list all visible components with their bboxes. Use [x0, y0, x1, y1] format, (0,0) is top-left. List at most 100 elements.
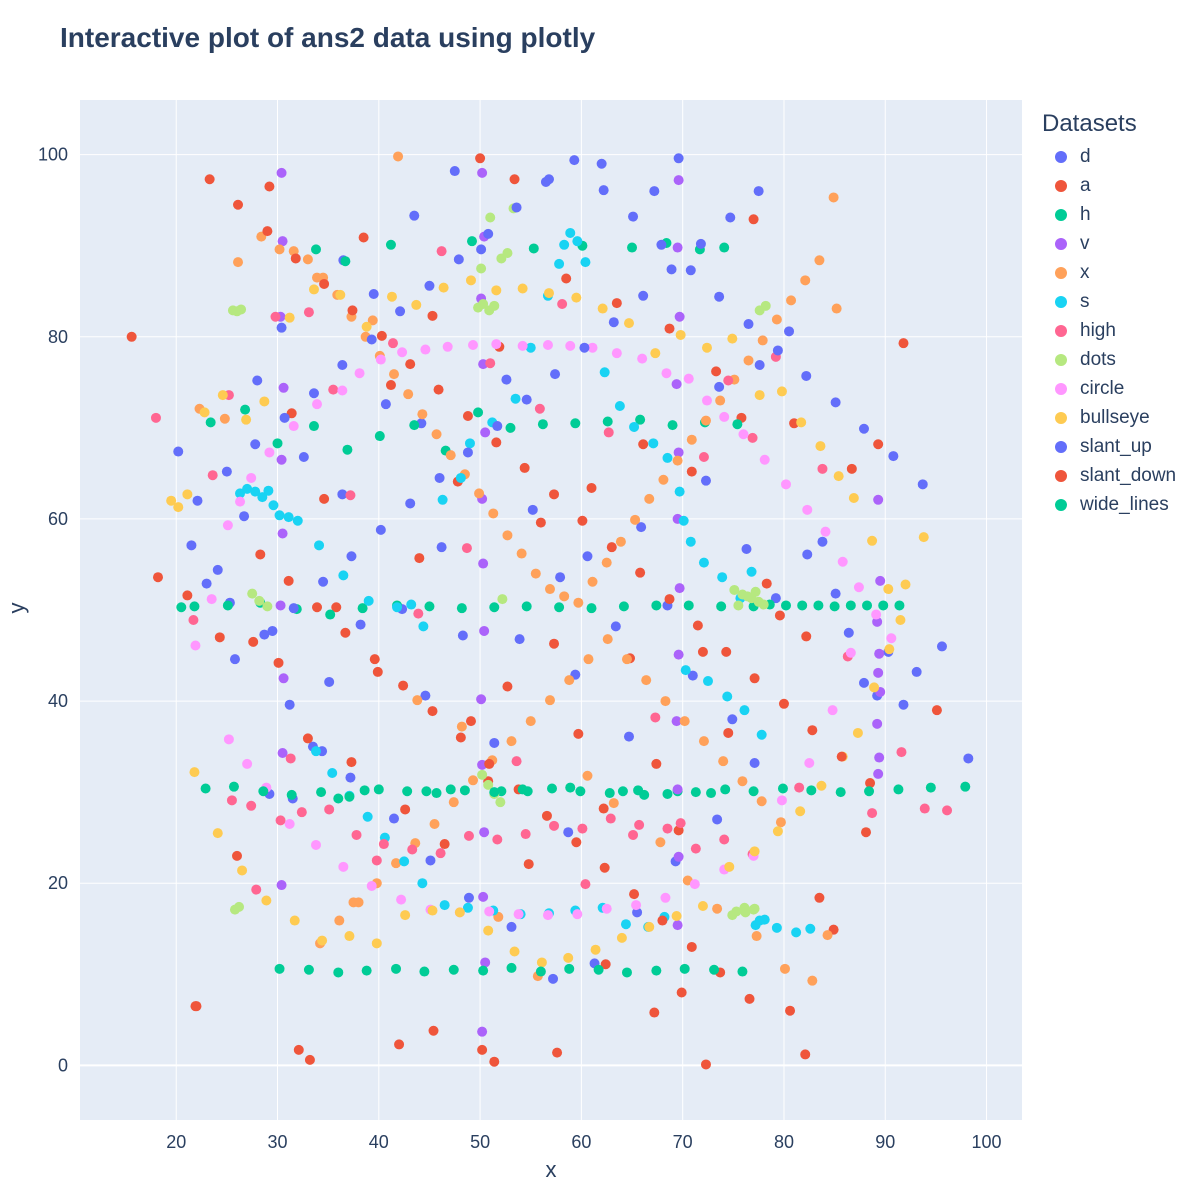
data-point[interactable]	[874, 648, 885, 659]
data-point[interactable]	[686, 434, 697, 445]
data-point[interactable]	[599, 367, 610, 378]
data-point[interactable]	[491, 339, 502, 350]
data-point[interactable]	[495, 797, 506, 808]
data-point[interactable]	[711, 366, 722, 377]
data-point[interactable]	[334, 915, 345, 926]
data-point[interactable]	[894, 600, 905, 611]
data-point[interactable]	[628, 829, 639, 840]
data-point[interactable]	[528, 243, 539, 254]
data-point[interactable]	[311, 244, 322, 255]
data-point[interactable]	[497, 594, 508, 605]
data-point[interactable]	[268, 500, 279, 511]
data-point[interactable]	[302, 733, 313, 744]
data-point[interactable]	[771, 314, 782, 325]
data-point[interactable]	[457, 630, 468, 641]
data-point[interactable]	[346, 551, 357, 562]
data-point[interactable]	[791, 927, 802, 938]
data-point[interactable]	[277, 236, 288, 247]
data-point[interactable]	[587, 576, 598, 587]
data-point[interactable]	[342, 444, 353, 455]
data-point[interactable]	[805, 923, 816, 934]
data-point[interactable]	[434, 472, 445, 483]
data-point[interactable]	[759, 454, 770, 465]
data-point[interactable]	[731, 906, 742, 917]
data-point[interactable]	[917, 479, 928, 490]
data-point[interactable]	[559, 591, 570, 602]
data-point[interactable]	[795, 806, 806, 817]
data-point[interactable]	[376, 330, 387, 341]
data-point[interactable]	[564, 963, 575, 974]
data-point[interactable]	[302, 254, 313, 265]
legend-item-slant-up[interactable]: slant_up	[1042, 432, 1176, 461]
data-point[interactable]	[733, 600, 744, 611]
data-point[interactable]	[724, 861, 735, 872]
data-point[interactable]	[509, 174, 520, 185]
data-point[interactable]	[406, 599, 417, 610]
data-point[interactable]	[274, 510, 285, 521]
data-point[interactable]	[478, 558, 489, 569]
data-point[interactable]	[623, 318, 634, 329]
data-point[interactable]	[806, 785, 817, 796]
data-point[interactable]	[521, 394, 532, 405]
data-point[interactable]	[308, 388, 319, 399]
data-point[interactable]	[367, 315, 378, 326]
data-point[interactable]	[673, 153, 684, 164]
data-point[interactable]	[610, 621, 621, 632]
data-point[interactable]	[259, 629, 270, 640]
data-point[interactable]	[391, 858, 402, 869]
data-point[interactable]	[425, 855, 436, 866]
data-point[interactable]	[400, 910, 411, 921]
data-point[interactable]	[544, 695, 555, 706]
data-point[interactable]	[898, 699, 909, 710]
data-point[interactable]	[552, 1047, 563, 1058]
data-point[interactable]	[414, 553, 425, 564]
data-point[interactable]	[936, 641, 947, 652]
legend-item-h[interactable]: h	[1042, 200, 1176, 229]
data-point[interactable]	[219, 413, 230, 424]
data-point[interactable]	[869, 682, 880, 693]
data-point[interactable]	[697, 646, 708, 657]
data-point[interactable]	[817, 463, 828, 474]
data-point[interactable]	[283, 575, 294, 586]
data-point[interactable]	[583, 654, 594, 665]
data-point[interactable]	[262, 226, 273, 237]
data-point[interactable]	[455, 732, 466, 743]
data-point[interactable]	[623, 731, 634, 742]
data-point[interactable]	[477, 1026, 488, 1037]
data-point[interactable]	[527, 504, 538, 515]
data-point[interactable]	[424, 280, 435, 291]
data-point[interactable]	[814, 255, 825, 266]
data-point[interactable]	[837, 556, 848, 567]
data-point[interactable]	[846, 463, 857, 474]
data-point[interactable]	[402, 786, 413, 797]
data-point[interactable]	[822, 930, 833, 941]
data-point[interactable]	[385, 380, 396, 391]
data-point[interactable]	[608, 798, 619, 809]
data-point[interactable]	[235, 496, 246, 507]
data-point[interactable]	[542, 910, 553, 921]
data-point[interactable]	[572, 909, 583, 920]
data-point[interactable]	[448, 797, 459, 808]
legend-item-high[interactable]: high	[1042, 316, 1176, 345]
data-point[interactable]	[722, 691, 733, 702]
data-point[interactable]	[375, 524, 386, 535]
data-point[interactable]	[737, 966, 748, 977]
data-point[interactable]	[723, 727, 734, 738]
data-point[interactable]	[874, 752, 885, 763]
data-point[interactable]	[900, 579, 911, 590]
data-point[interactable]	[445, 450, 456, 461]
data-point[interactable]	[357, 603, 368, 614]
data-point[interactable]	[488, 508, 499, 519]
data-point[interactable]	[189, 767, 200, 778]
data-point[interactable]	[439, 900, 450, 911]
data-point[interactable]	[672, 455, 683, 466]
data-point[interactable]	[878, 600, 889, 611]
data-point[interactable]	[559, 239, 570, 250]
data-point[interactable]	[477, 167, 488, 178]
data-point[interactable]	[276, 454, 287, 465]
data-point[interactable]	[756, 729, 767, 740]
data-point[interactable]	[831, 303, 842, 314]
data-point[interactable]	[778, 698, 789, 709]
data-point[interactable]	[483, 228, 494, 239]
data-point[interactable]	[590, 944, 601, 955]
